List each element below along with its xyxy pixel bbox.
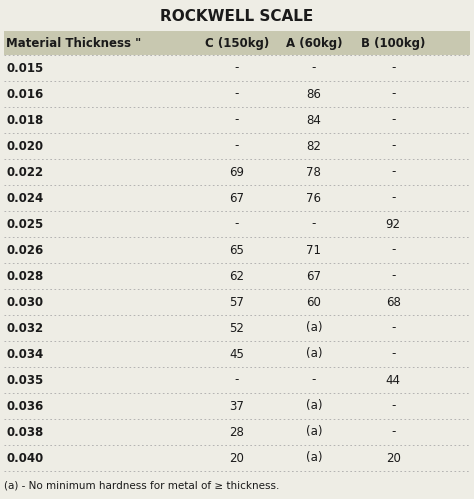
Bar bbox=[4, 107, 470, 133]
Text: 20: 20 bbox=[386, 452, 401, 465]
Text: Material Thickness ": Material Thickness " bbox=[6, 36, 142, 49]
Text: (a): (a) bbox=[306, 400, 322, 413]
Bar bbox=[4, 263, 470, 289]
Text: A (60kg): A (60kg) bbox=[286, 36, 342, 49]
Text: 82: 82 bbox=[307, 140, 321, 153]
Text: 52: 52 bbox=[229, 321, 245, 334]
Bar bbox=[4, 81, 470, 107]
Text: 0.034: 0.034 bbox=[6, 347, 44, 360]
Text: -: - bbox=[391, 426, 395, 439]
Bar bbox=[4, 367, 470, 393]
Text: 0.024: 0.024 bbox=[6, 192, 44, 205]
Text: 0.016: 0.016 bbox=[6, 87, 44, 100]
Bar bbox=[4, 341, 470, 367]
Text: 67: 67 bbox=[306, 269, 321, 282]
Text: -: - bbox=[312, 218, 316, 231]
Text: -: - bbox=[235, 140, 239, 153]
Text: -: - bbox=[312, 373, 316, 387]
Text: C (150kg): C (150kg) bbox=[205, 36, 269, 49]
Text: 0.018: 0.018 bbox=[6, 113, 44, 127]
Text: (a): (a) bbox=[306, 347, 322, 360]
Text: 44: 44 bbox=[386, 373, 401, 387]
Bar bbox=[4, 185, 470, 211]
Bar bbox=[4, 159, 470, 185]
Text: -: - bbox=[391, 140, 395, 153]
Text: (a): (a) bbox=[306, 426, 322, 439]
Text: -: - bbox=[235, 87, 239, 100]
Text: -: - bbox=[235, 218, 239, 231]
Text: 0.026: 0.026 bbox=[6, 244, 44, 256]
Text: 0.025: 0.025 bbox=[6, 218, 44, 231]
Text: 69: 69 bbox=[229, 166, 245, 179]
Text: 0.036: 0.036 bbox=[6, 400, 44, 413]
Text: (a) - No minimum hardness for metal of ≥ thickness.: (a) - No minimum hardness for metal of ≥… bbox=[4, 480, 279, 490]
Text: 71: 71 bbox=[306, 244, 321, 256]
Text: 86: 86 bbox=[307, 87, 321, 100]
Text: 60: 60 bbox=[307, 295, 321, 308]
Bar bbox=[4, 133, 470, 159]
Text: (a): (a) bbox=[306, 321, 322, 334]
Bar bbox=[4, 315, 470, 341]
Text: 0.040: 0.040 bbox=[6, 452, 44, 465]
Bar bbox=[4, 237, 470, 263]
Text: B (100kg): B (100kg) bbox=[361, 36, 425, 49]
Text: 37: 37 bbox=[229, 400, 245, 413]
Text: -: - bbox=[391, 400, 395, 413]
Text: 65: 65 bbox=[229, 244, 245, 256]
Text: 78: 78 bbox=[307, 166, 321, 179]
Text: -: - bbox=[391, 321, 395, 334]
Text: 62: 62 bbox=[229, 269, 245, 282]
Text: 0.032: 0.032 bbox=[6, 321, 44, 334]
Text: -: - bbox=[312, 61, 316, 74]
Text: ROCKWELL SCALE: ROCKWELL SCALE bbox=[160, 8, 314, 23]
Text: 0.022: 0.022 bbox=[6, 166, 44, 179]
Bar bbox=[4, 289, 470, 315]
Bar bbox=[4, 445, 470, 471]
Bar bbox=[4, 393, 470, 419]
Text: 28: 28 bbox=[229, 426, 245, 439]
Text: -: - bbox=[391, 269, 395, 282]
Text: 0.015: 0.015 bbox=[6, 61, 44, 74]
Bar bbox=[4, 31, 470, 55]
Text: -: - bbox=[391, 347, 395, 360]
Text: 0.035: 0.035 bbox=[6, 373, 44, 387]
Bar bbox=[4, 211, 470, 237]
Text: 76: 76 bbox=[306, 192, 321, 205]
Text: -: - bbox=[391, 192, 395, 205]
Text: 57: 57 bbox=[229, 295, 245, 308]
Text: 0.030: 0.030 bbox=[6, 295, 44, 308]
Text: -: - bbox=[391, 61, 395, 74]
Text: -: - bbox=[235, 113, 239, 127]
Text: 45: 45 bbox=[229, 347, 245, 360]
Text: 20: 20 bbox=[229, 452, 245, 465]
Text: -: - bbox=[235, 373, 239, 387]
Text: 92: 92 bbox=[386, 218, 401, 231]
Text: 0.020: 0.020 bbox=[6, 140, 44, 153]
Text: 84: 84 bbox=[307, 113, 321, 127]
Bar bbox=[4, 419, 470, 445]
Text: -: - bbox=[391, 113, 395, 127]
Text: 67: 67 bbox=[229, 192, 245, 205]
Text: -: - bbox=[391, 166, 395, 179]
Text: (a): (a) bbox=[306, 452, 322, 465]
Text: -: - bbox=[391, 244, 395, 256]
Text: 0.028: 0.028 bbox=[6, 269, 44, 282]
Text: -: - bbox=[235, 61, 239, 74]
Text: 0.038: 0.038 bbox=[6, 426, 44, 439]
Text: -: - bbox=[391, 87, 395, 100]
Text: 68: 68 bbox=[386, 295, 401, 308]
Bar bbox=[4, 55, 470, 81]
